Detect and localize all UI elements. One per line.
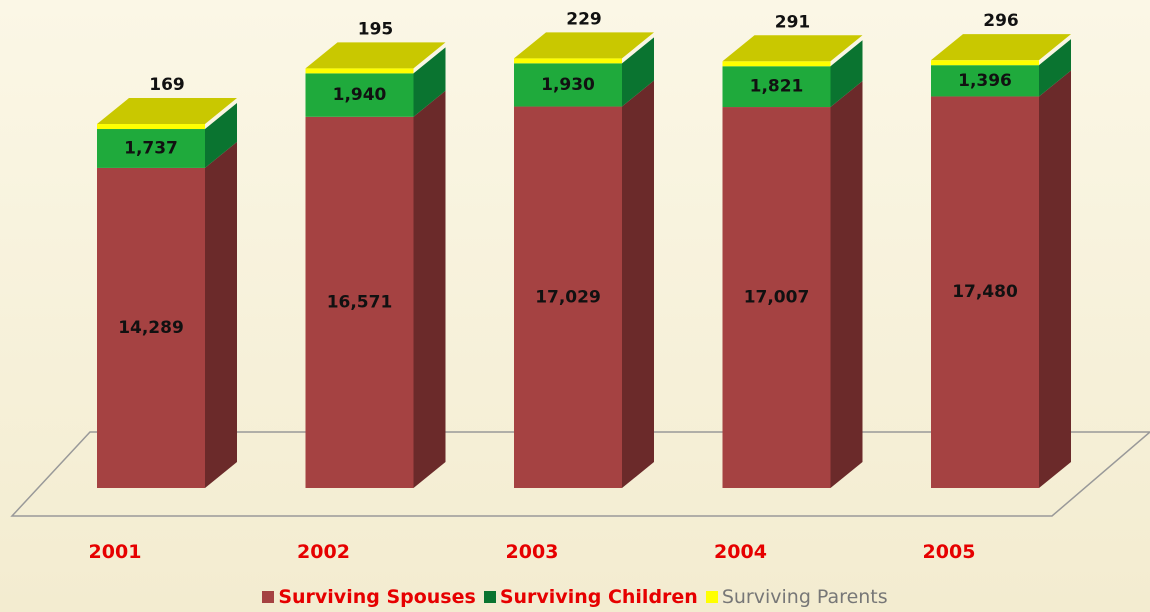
bar-parents-top-2001 bbox=[97, 98, 237, 125]
chart-floor bbox=[10, 431, 1150, 517]
bar-children-2003 bbox=[514, 63, 622, 107]
bar-spouses-side-2003 bbox=[622, 80, 654, 488]
bar-children-2002 bbox=[305, 73, 414, 117]
bar-children-side-2001 bbox=[205, 103, 237, 168]
bar-spouses-2003 bbox=[514, 106, 622, 488]
legend-item-children: Surviving Children bbox=[483, 586, 698, 608]
x-tick-label-2002: 2002 bbox=[297, 541, 350, 563]
legend-item-spouses: Surviving Spouses bbox=[262, 586, 476, 608]
bar-parents-2001 bbox=[97, 124, 205, 130]
legend-label-spouses: Surviving Spouses bbox=[278, 586, 476, 608]
data-label-spouses-2002: 16,571 bbox=[327, 292, 393, 312]
data-label-children-2002: 1,940 bbox=[333, 85, 387, 105]
bar-children-side-2003 bbox=[622, 37, 654, 107]
data-label-parents-2004: 291 bbox=[775, 12, 811, 32]
bar-parents-2005 bbox=[931, 60, 1039, 66]
chart-legend: Surviving Spouses Surviving Children Sur… bbox=[0, 586, 1150, 608]
data-label-parents-2001: 169 bbox=[149, 75, 185, 95]
bar-children-2004 bbox=[722, 66, 831, 108]
data-label-spouses-2005: 17,480 bbox=[952, 282, 1018, 302]
bar-children-side-2004 bbox=[830, 40, 863, 108]
legend-swatch-spouses bbox=[262, 591, 275, 603]
legend-label-children: Surviving Children bbox=[499, 586, 698, 608]
legend-item-parents: Surviving Parents bbox=[705, 586, 888, 608]
bar-spouses-2001 bbox=[97, 167, 205, 489]
legend-label-parents: Surviving Parents bbox=[721, 586, 888, 608]
bar-spouses-side-2001 bbox=[205, 141, 237, 489]
bar-children-2001 bbox=[97, 129, 205, 168]
legend-swatch-children bbox=[483, 591, 496, 603]
bar-parents-top-2002 bbox=[305, 42, 446, 69]
x-tick-label-2004: 2004 bbox=[714, 541, 767, 563]
data-label-children-2005: 1,396 bbox=[958, 71, 1012, 91]
bar-spouses-2004 bbox=[722, 107, 831, 488]
data-label-spouses-2003: 17,029 bbox=[535, 287, 601, 307]
data-label-children-2004: 1,821 bbox=[750, 77, 804, 97]
stacked-bar-chart: 14,289 1,737 169 2001 16,571 1,940 195 2002 17,0… bbox=[10, 9, 1150, 563]
bar-spouses-2005 bbox=[931, 96, 1039, 488]
bar-parents-2002 bbox=[305, 68, 414, 74]
data-label-children-2003: 1,930 bbox=[541, 75, 595, 95]
legend-swatch-parents bbox=[705, 591, 718, 603]
bar-parents-top-2005 bbox=[931, 34, 1071, 61]
bar-spouses-2002 bbox=[305, 116, 414, 488]
data-label-children-2001: 1,737 bbox=[124, 138, 178, 158]
bar-spouses-side-2005 bbox=[1039, 70, 1071, 488]
bar-children-side-2002 bbox=[413, 47, 446, 117]
bar-parents-top-2004 bbox=[722, 35, 863, 62]
data-label-spouses-2001: 14,289 bbox=[118, 318, 184, 338]
x-tick-label-2003: 2003 bbox=[506, 541, 559, 563]
bar-spouses-side-2002 bbox=[413, 90, 446, 488]
bar-parents-top-2003 bbox=[514, 32, 654, 59]
bar-parents-2003 bbox=[514, 58, 622, 64]
bar-parents-2004 bbox=[722, 61, 831, 67]
data-label-spouses-2004: 17,007 bbox=[744, 288, 810, 308]
data-label-parents-2005: 296 bbox=[983, 11, 1019, 31]
data-label-parents-2002: 195 bbox=[358, 19, 394, 39]
data-label-parents-2003: 229 bbox=[566, 9, 602, 29]
x-tick-label-2005: 2005 bbox=[923, 541, 976, 563]
bar-children-2005 bbox=[931, 65, 1039, 97]
bar-spouses-side-2004 bbox=[830, 81, 863, 488]
x-tick-label-2001: 2001 bbox=[89, 541, 142, 563]
bar-children-side-2005 bbox=[1039, 39, 1071, 97]
